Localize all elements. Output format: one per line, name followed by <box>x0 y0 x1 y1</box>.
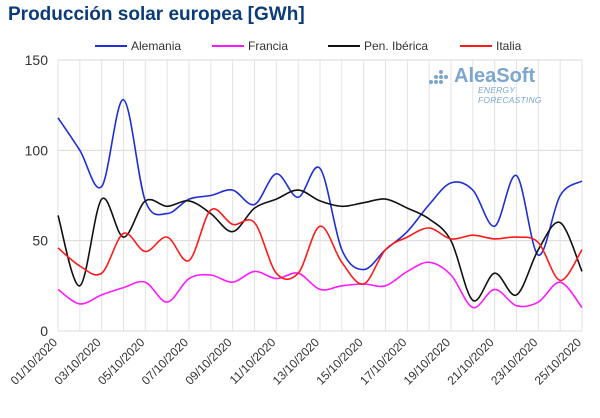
legend-label: Italia <box>496 39 522 53</box>
x-tick-label: 09/10/2020 <box>182 335 235 388</box>
y-tick-label: 100 <box>25 142 49 158</box>
series-line-italia <box>57 207 583 285</box>
aleasoft-logo: AleaSoft ENERGY FORECASTING <box>428 66 578 105</box>
logo-dots-icon <box>429 69 448 84</box>
series-line-francia <box>57 261 583 309</box>
legend-label: Francia <box>248 39 288 53</box>
x-tick-label: 25/10/2020 <box>532 335 585 388</box>
legend-label: Alemania <box>131 39 181 53</box>
y-tick-label: 0 <box>40 323 48 339</box>
y-tick-label: 50 <box>32 233 48 249</box>
logo-tagline: ENERGY FORECASTING <box>478 85 542 105</box>
y-tick-label: 150 <box>25 52 49 68</box>
chart-title: Producción solar europea [GWh] <box>8 4 305 25</box>
legend-label: Pen. Ibérica <box>364 39 428 53</box>
series-line-alemania <box>57 98 583 271</box>
logo-name: AleaSoft <box>454 65 536 87</box>
series-line-pen-ib-rica <box>57 189 583 302</box>
